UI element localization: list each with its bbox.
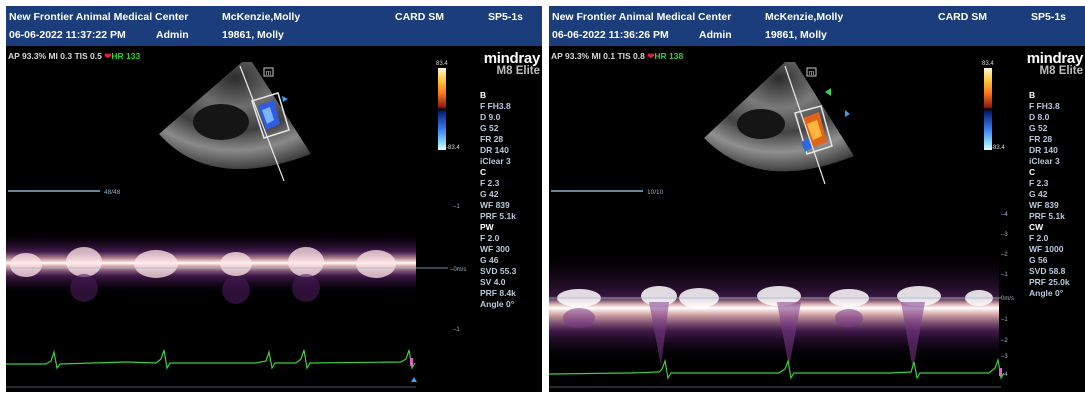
exam-preset: CARD SM — [395, 11, 444, 23]
color-flow-highlight — [262, 107, 274, 124]
ecg-trace — [6, 349, 416, 370]
ecg-trace — [549, 357, 1005, 380]
probe-name: SP5-1s — [488, 11, 524, 23]
patient-id: 19861, Molly — [765, 29, 827, 41]
patient-header: New Frontier Animal Medical Center McKen… — [549, 6, 1085, 46]
b-mode-title: B — [1029, 90, 1036, 100]
heart-chamber — [193, 104, 249, 140]
operator-name: Admin — [156, 29, 189, 41]
doppler-peaks — [557, 286, 993, 308]
m-marker-icon — [806, 67, 817, 77]
sweep-counter: 10/10 — [647, 189, 664, 196]
ultrasound-imagery: m 10/10 –4 –3 –2 –1 0m/s –1 –2 –3 –4 — [549, 62, 1014, 388]
imaging-parameters: B F FH3.8 D 8.0 G 52 FR 28 DR 140 iClear… — [1029, 90, 1070, 299]
triangle-marker-icon — [411, 377, 417, 382]
exam-datetime: 06-06-2022 11:36:26 PM — [552, 29, 669, 41]
ecg-cursor[interactable] — [410, 358, 413, 366]
patient-name: McKenzie,Molly — [765, 11, 844, 23]
clinic-name: New Frontier Animal Medical Center — [552, 11, 732, 23]
sweep-counter: 48/48 — [104, 189, 121, 196]
color-scale-bottom: -83.4 — [446, 145, 460, 151]
m-marker-text: m — [266, 70, 272, 77]
m-marker-icon — [263, 67, 274, 77]
ecg-cursor[interactable] — [999, 368, 1002, 376]
color-mode-title: C — [1029, 167, 1036, 177]
doppler-mode-params: F 2.0 WF 1000 G 56 SVD 58.8 PRF 25.0k An… — [1029, 233, 1070, 298]
doppler-cursor-line[interactable] — [239, 65, 285, 182]
color-mode-title: C — [480, 167, 487, 177]
acoustic-values: AP 93.3% MI 0.3 TIS 0.5 — [8, 51, 102, 61]
color-scale-bar — [984, 68, 992, 150]
color-scale-bottom: -83.4 — [991, 145, 1005, 151]
color-scale-bar — [438, 68, 446, 150]
scale-tick: –4 — [1001, 372, 1008, 378]
velocity-scale: –1 –0m/s –1 — [450, 204, 466, 333]
doppler-mode-title: PW — [480, 222, 494, 232]
probe-name: SP5-1s — [1031, 11, 1067, 23]
exam-datetime: 06-06-2022 11:37:22 PM — [9, 29, 126, 41]
scale-tick: –2 — [1001, 252, 1008, 258]
heart-icon: ❤ — [647, 51, 655, 61]
heart-chamber — [737, 109, 785, 139]
b-mode-title: B — [480, 90, 487, 100]
doppler-mode-params: F 2.0 WF 300 G 46 SVD 55.3 SV 4.0 PRF 8.… — [480, 233, 517, 309]
patient-header: New Frontier Animal Medical Center McKen… — [6, 6, 542, 46]
scale-tick: –1 — [453, 204, 460, 210]
acoustic-status: AP 93.3% MI 0.3 TIS 0.5 ❤HR 133 — [8, 51, 140, 62]
marker-icon — [825, 88, 831, 96]
color-mode-params: F 2.3 G 42 WF 839 PRF 5.1k — [480, 178, 516, 221]
patient-id: 19861, Molly — [222, 29, 284, 41]
scale-tick: –3 — [1001, 232, 1008, 238]
marker-icon — [282, 96, 288, 102]
doppler-mode-title: CW — [1029, 222, 1044, 232]
color-flow-reverse — [801, 138, 812, 152]
velocity-scale: –4 –3 –2 –1 0m/s –1 –2 –3 –4 — [1001, 212, 1014, 378]
m-marker-text: m — [809, 70, 815, 77]
doppler-spread — [70, 274, 320, 304]
mindray-logo: mindray — [483, 50, 541, 67]
clinic-name: New Frontier Animal Medical Center — [9, 11, 189, 23]
scale-tick: –0m/s — [450, 267, 466, 273]
patient-name: McKenzie,Molly — [222, 11, 301, 23]
scale-tick: –3 — [1001, 354, 1008, 360]
scale-tick: –4 — [1001, 212, 1008, 218]
b-mode-params: F FH3.8 D 8.0 G 52 FR 28 DR 140 iClear 3 — [1029, 101, 1060, 166]
mindray-logo: mindray — [1026, 50, 1084, 67]
scale-tick: –1 — [1001, 272, 1008, 278]
color-scale-top: 83.4 — [436, 61, 448, 67]
exam-preset: CARD SM — [938, 11, 987, 23]
ultrasound-imagery: m 48/48 –1 –0m/s –1 — [6, 62, 466, 388]
b-mode-params: F FH3.8 D 9.0 G 52 FR 28 DR 140 iClear 3 — [480, 101, 511, 166]
ultrasound-screen-cw: New Frontier Animal Medical Center McKen… — [549, 6, 1085, 392]
brand-logo: mindray M8 Elite — [1026, 50, 1084, 77]
scale-tick: –1 — [1001, 317, 1008, 323]
ultrasound-screen-pw: New Frontier Animal Medical Center McKen… — [6, 6, 542, 392]
heart-rate: HR 133 — [111, 51, 141, 61]
brand-logo: mindray M8 Elite — [483, 50, 541, 77]
doppler-peaks — [10, 247, 396, 278]
doppler-cursor-line[interactable] — [784, 65, 826, 185]
color-roi-box[interactable] — [251, 92, 290, 139]
doppler-spectrum — [549, 256, 999, 356]
scale-tick: –1 — [453, 327, 460, 333]
color-scale-top: 83.4 — [982, 61, 994, 67]
operator-name: Admin — [699, 29, 732, 41]
model-name: M8 Elite — [496, 65, 540, 77]
scale-tick: –2 — [1001, 338, 1008, 344]
doppler-spread — [563, 302, 925, 370]
heart-rate: HR 138 — [654, 51, 684, 61]
model-name: M8 Elite — [1039, 65, 1083, 77]
acoustic-status: AP 93.3% MI 0.1 TIS 0.8 ❤HR 138 — [551, 51, 683, 62]
acoustic-values: AP 93.3% MI 0.1 TIS 0.8 — [551, 51, 645, 61]
imaging-parameters: B F FH3.8 D 9.0 G 52 FR 28 DR 140 iClear… — [480, 90, 516, 310]
color-flow-highlight — [807, 120, 822, 140]
color-mode-params: F 2.3 G 42 WF 839 PRF 5.1k — [1029, 178, 1065, 221]
color-roi-box[interactable] — [794, 105, 833, 155]
marker-icon — [845, 110, 850, 117]
scale-tick: 0m/s — [1001, 296, 1014, 302]
heart-icon: ❤ — [104, 51, 112, 61]
